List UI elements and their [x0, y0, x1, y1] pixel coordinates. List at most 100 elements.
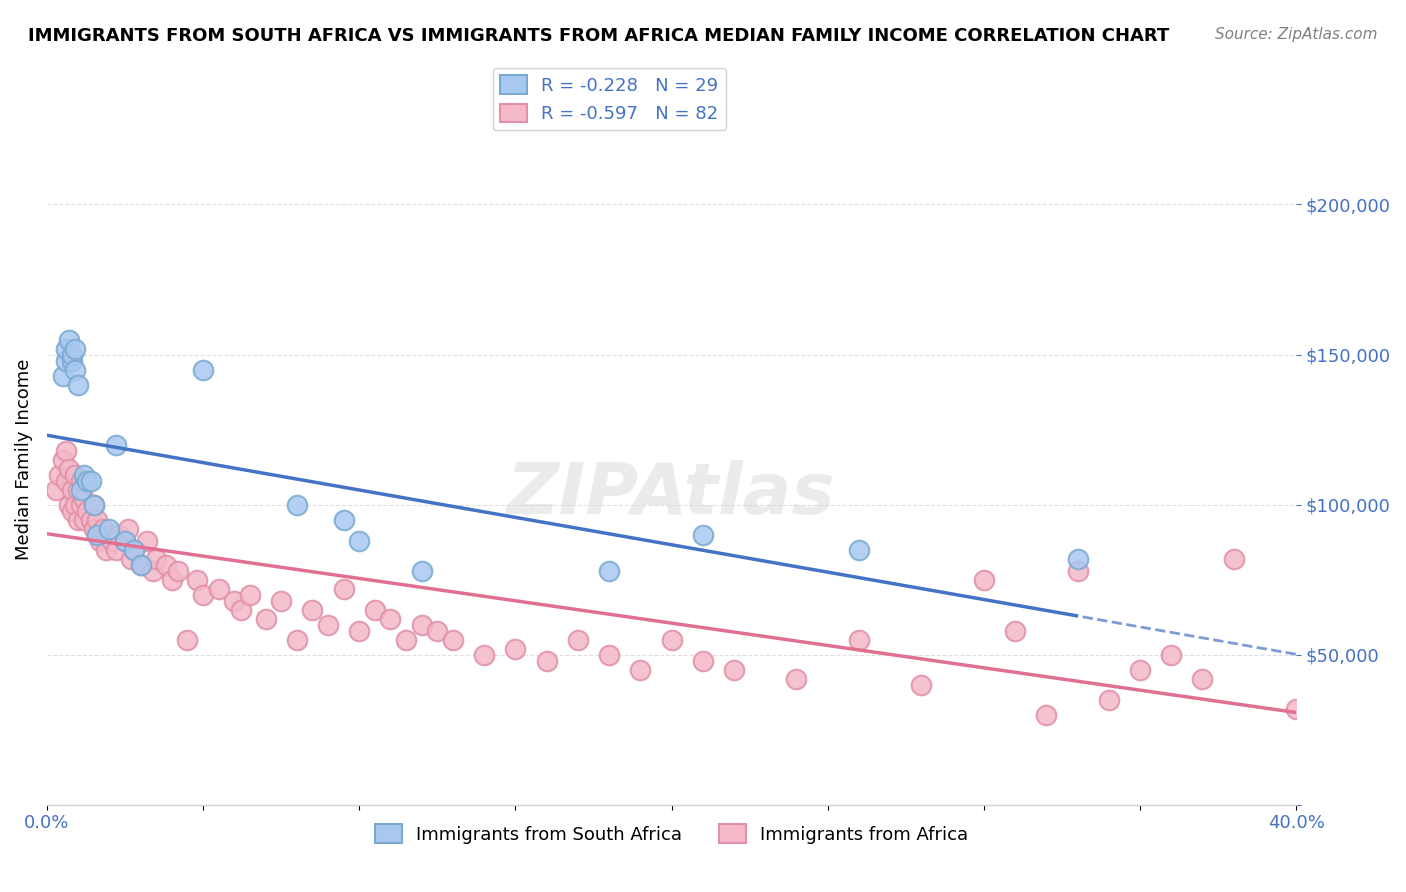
Point: [67, 512, 90, 526]
Point: [70, 498, 93, 512]
Point: [347, 533, 370, 548]
Point: [848, 542, 870, 557]
Point: [124, 542, 146, 557]
Point: [598, 564, 620, 578]
Point: [270, 593, 292, 607]
Point: [316, 617, 339, 632]
Point: [1066, 551, 1088, 566]
Point: [191, 362, 214, 376]
Point: [86, 512, 108, 526]
Point: [70, 483, 93, 497]
Point: [285, 632, 308, 647]
Point: [155, 558, 177, 572]
Point: [76, 474, 98, 488]
Point: [191, 588, 214, 602]
Point: [347, 624, 370, 638]
Point: [411, 564, 433, 578]
Point: [60, 503, 83, 517]
Point: [1035, 707, 1057, 722]
Point: [395, 632, 418, 647]
Point: [60, 353, 83, 368]
Point: [101, 533, 124, 548]
Point: [55, 353, 77, 368]
Point: [505, 641, 527, 656]
Point: [661, 632, 683, 647]
Point: [63, 498, 86, 512]
Point: [1004, 624, 1026, 638]
Point: [58, 498, 80, 512]
Point: [301, 602, 323, 616]
Point: [73, 467, 96, 482]
Point: [1066, 564, 1088, 578]
Point: [186, 573, 208, 587]
Point: [692, 654, 714, 668]
Point: [723, 663, 745, 677]
Point: [79, 512, 101, 526]
Point: [224, 593, 246, 607]
Point: [120, 551, 142, 566]
Point: [567, 632, 589, 647]
Point: [142, 564, 165, 578]
Point: [426, 624, 449, 638]
Legend: R = -0.228   N = 29, R = -0.597   N = 82: R = -0.228 N = 29, R = -0.597 N = 82: [492, 69, 725, 130]
Point: [104, 542, 127, 557]
Point: [76, 503, 98, 517]
Point: [60, 347, 83, 361]
Point: [83, 522, 105, 536]
Text: IMMIGRANTS FROM SOUTH AFRICA VS IMMIGRANTS FROM AFRICA MEDIAN FAMILY INCOME CORR: IMMIGRANTS FROM SOUTH AFRICA VS IMMIGRAN…: [28, 27, 1170, 45]
Point: [83, 498, 105, 512]
Point: [124, 542, 146, 557]
Point: [58, 461, 80, 475]
Y-axis label: Median Family Income: Median Family Income: [15, 359, 32, 560]
Point: [96, 542, 118, 557]
Point: [1129, 663, 1152, 677]
Point: [104, 437, 127, 451]
Point: [98, 527, 121, 541]
Text: Source: ZipAtlas.com: Source: ZipAtlas.com: [1215, 27, 1378, 42]
Point: [63, 362, 86, 376]
Point: [1098, 692, 1121, 706]
Point: [55, 443, 77, 458]
Point: [48, 467, 70, 482]
Point: [98, 522, 121, 536]
Point: [692, 527, 714, 541]
Point: [254, 612, 277, 626]
Point: [1222, 551, 1244, 566]
Point: [536, 654, 558, 668]
Point: [79, 474, 101, 488]
Point: [285, 498, 308, 512]
Point: [63, 342, 86, 356]
Point: [55, 474, 77, 488]
Point: [441, 632, 464, 647]
Point: [129, 558, 152, 572]
Point: [239, 588, 262, 602]
Point: [160, 573, 183, 587]
Point: [114, 533, 136, 548]
Point: [364, 602, 387, 616]
Point: [332, 582, 354, 596]
Point: [114, 533, 136, 548]
Point: [380, 612, 402, 626]
Point: [83, 498, 105, 512]
Point: [411, 617, 433, 632]
Point: [472, 648, 495, 662]
Point: [60, 483, 83, 497]
Point: [1285, 701, 1308, 715]
Point: [55, 342, 77, 356]
Point: [598, 648, 620, 662]
Point: [58, 333, 80, 347]
Text: ZIPAtlas: ZIPAtlas: [508, 459, 835, 529]
Point: [785, 672, 807, 686]
Point: [51, 368, 73, 383]
Point: [145, 551, 167, 566]
Point: [973, 573, 995, 587]
Point: [67, 377, 90, 392]
Point: [51, 452, 73, 467]
Point: [1160, 648, 1182, 662]
Point: [45, 483, 67, 497]
Point: [63, 467, 86, 482]
Point: [176, 632, 198, 647]
Point: [129, 558, 152, 572]
Point: [89, 533, 111, 548]
Point: [628, 663, 651, 677]
